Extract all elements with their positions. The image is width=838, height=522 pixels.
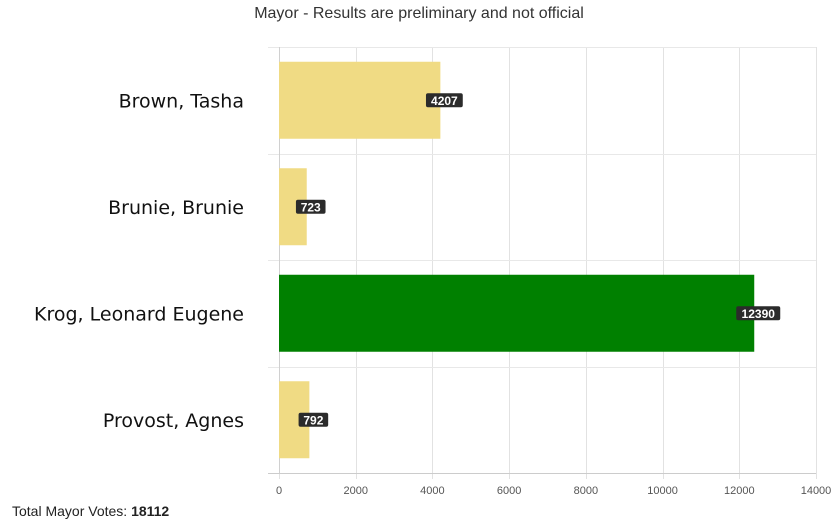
value-label-box	[425, 93, 463, 108]
bars	[279, 61, 755, 459]
value-label: 723	[301, 200, 321, 214]
category-label: Provost, Agnes	[103, 410, 244, 432]
total-votes: Total Mayor Votes: 18112	[12, 503, 169, 519]
value-labels: 4207 723 12390 792	[295, 93, 781, 427]
x-tick-label: 2000	[343, 485, 367, 497]
value-label: 12390	[742, 307, 776, 321]
category-label: Krog, Leonard Eugene	[34, 303, 244, 325]
category-labels: Brown, Tasha Brunie, Brunie Krog, Leonard …	[34, 90, 244, 432]
bar-chart: Brown, Tasha Brunie, Brunie Krog, Leonard …	[34, 47, 831, 497]
value-label-box	[736, 306, 781, 321]
grid-lines	[268, 47, 817, 479]
total-votes-label: Total Mayor Votes:	[12, 503, 132, 519]
x-tick-label: 12000	[724, 485, 755, 497]
value-label: 4207	[431, 94, 458, 108]
bar	[279, 274, 755, 352]
value-label: 792	[303, 413, 323, 427]
category-label: Brunie, Brunie	[108, 197, 244, 219]
bar	[279, 61, 441, 139]
x-tick-label: 4000	[420, 485, 444, 497]
category-label: Brown, Tasha	[119, 90, 244, 112]
x-tick-label: 8000	[574, 485, 598, 497]
chart-title: Mayor - Results are preliminary and not …	[254, 5, 584, 22]
x-tick-label: 10000	[647, 485, 678, 497]
x-tick-label: 14000	[801, 485, 832, 497]
x-tick-label: 6000	[497, 485, 521, 497]
value-label-box	[295, 199, 326, 214]
value-label-box	[298, 412, 329, 427]
total-votes-value: 18112	[131, 503, 170, 519]
x-tick-label: 0	[276, 485, 282, 497]
x-axis-ticks: 0 2000 4000 6000 8000 10000 12000 14000	[276, 485, 831, 497]
